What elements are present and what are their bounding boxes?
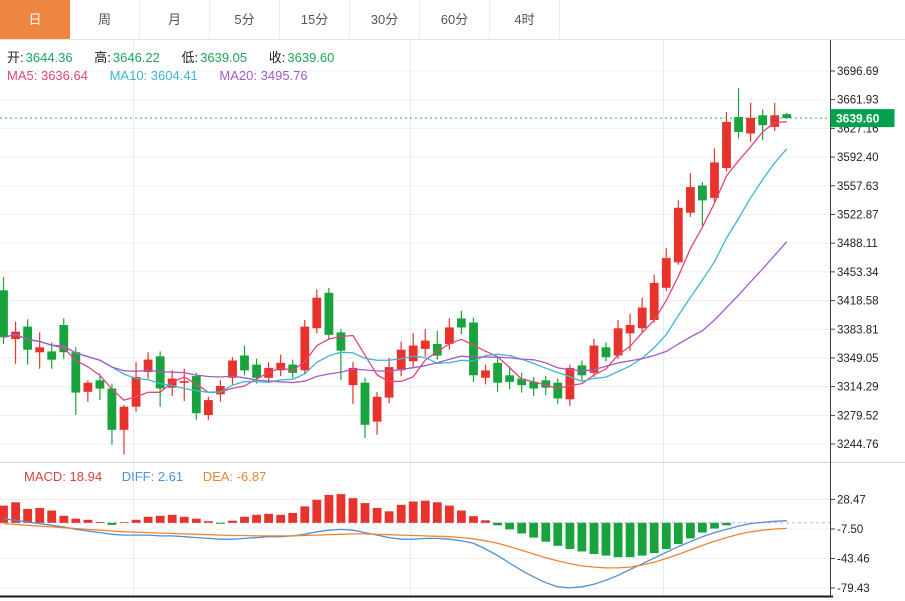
diff-line [3,518,787,589]
ma-readout: MA5: 3636.64 MA10: 3604.41 MA20: 3495.76 [7,68,326,83]
open-value: 3644.36 [25,50,73,65]
candlesticks [0,88,792,455]
svg-text:3418.58: 3418.58 [837,296,879,308]
high-value: 3646.22 [112,50,160,65]
ma10-line [3,148,788,393]
svg-text:3522.87: 3522.87 [837,209,879,221]
dea-label: DEA: [202,469,234,484]
tab-60min[interactable]: 60分 [420,0,490,39]
diff-value: 2.61 [157,469,184,484]
macd-readout: MACD: 18.94 DIFF: 2.61 DEA: -6.87 [24,469,282,484]
open-label: 开: [7,50,24,65]
svg-text:3349.05: 3349.05 [837,353,879,365]
svg-text:28.47: 28.47 [837,494,866,506]
svg-text:-7.50: -7.50 [837,524,863,536]
tab-5min[interactable]: 5分 [210,0,280,39]
low-value: 3639.05 [200,50,248,65]
svg-text:-79.43: -79.43 [837,583,870,595]
svg-text:-43.46: -43.46 [837,553,870,565]
tab-week[interactable]: 周 [70,0,140,39]
price-tag-value: 3639.60 [836,112,880,126]
current-price-tag: 3639.60 [830,109,895,128]
dea-value: -6.87 [236,469,267,484]
ohlc-readout: 开: 3644.36 高: 3646.22 低: 3639.05 收: 3639.60 [7,47,352,66]
candlestick-chart-canvas[interactable]: 3696.693661.933627.163592.403557.633522.… [0,40,905,601]
tab-month[interactable]: 月 [140,0,210,39]
svg-text:3592.40: 3592.40 [837,152,879,164]
svg-text:3661.93: 3661.93 [837,95,879,107]
svg-text:3557.63: 3557.63 [837,181,879,193]
ma-lines [0,117,830,401]
ma10-value: 3604.41 [150,68,198,83]
ma20-line [3,241,788,384]
macd-label: MACD: [24,469,66,484]
ma5-label: MA5: [7,68,38,83]
svg-text:3244.76: 3244.76 [837,439,879,451]
svg-text:3314.29: 3314.29 [837,382,879,394]
ma20-label: MA20: [219,68,257,83]
svg-text:3279.52: 3279.52 [837,410,879,422]
tab-day[interactable]: 日 [0,0,70,39]
svg-text:3696.69: 3696.69 [837,66,879,78]
ma5-value: 3636.64 [40,68,88,83]
svg-text:3453.34: 3453.34 [837,267,879,279]
ma10-label: MA10: [109,68,148,83]
low-label: 低: [181,50,199,65]
close-label: 收: [268,50,286,65]
close-value: 3639.60 [287,50,335,65]
tab-15min[interactable]: 15分 [280,0,350,39]
macd-panel [0,494,830,589]
ma20-value: 3495.76 [260,68,308,83]
macd-value: 18.94 [69,469,103,484]
dea-line [3,522,787,569]
diff-label: DIFF: [121,469,155,484]
tab-30min[interactable]: 30分 [350,0,420,39]
svg-text:3383.81: 3383.81 [837,324,879,336]
high-label: 高: [94,50,111,65]
tab-4hour[interactable]: 4时 [490,0,560,39]
price-tag-bg [830,109,895,128]
price-axis: 3696.693661.933627.163592.403557.633522.… [0,40,905,598]
timeframe-tabbar: 日 周 月 5分 15分 30分 60分 4时 [0,0,905,40]
svg-text:3488.11: 3488.11 [837,238,878,250]
ma5-line [3,121,787,401]
